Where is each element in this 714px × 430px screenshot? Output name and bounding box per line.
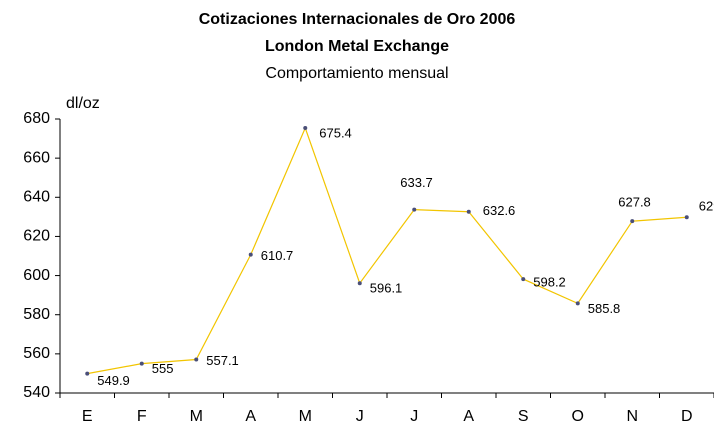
- x-tick-label: S: [518, 408, 529, 425]
- line: [87, 126, 687, 375]
- data-label: 675.4: [319, 125, 352, 140]
- data-label: 555: [152, 361, 174, 376]
- data-label: 627.8: [618, 195, 651, 210]
- chart-subtitle: Comportamiento mensual: [265, 65, 448, 82]
- marker: [630, 219, 635, 224]
- x-tick-label: M: [299, 408, 312, 425]
- data-label: 585.8: [588, 301, 621, 316]
- x-tick-label: J: [410, 408, 418, 425]
- x-tick-label: D: [681, 408, 693, 425]
- marker: [412, 207, 417, 212]
- marker: [521, 277, 526, 282]
- x-tick-label: J: [356, 408, 364, 425]
- data-label: 632.6: [483, 203, 516, 218]
- data-label: 633.7: [400, 175, 433, 190]
- y-tick-label: 540: [23, 384, 50, 401]
- chart-title: Cotizaciones Internacionales de Oro 2006: [199, 11, 516, 28]
- data-label: 596.1: [370, 281, 403, 296]
- x-tick-label: A: [245, 408, 256, 425]
- x-tick-label: A: [463, 408, 474, 425]
- marker: [357, 281, 362, 286]
- x-tick-label: N: [626, 408, 638, 425]
- y-axis-label: dl/oz: [66, 95, 100, 112]
- marker: [575, 301, 580, 306]
- data-label: 598.2: [533, 275, 566, 290]
- data-label: 610.7: [261, 248, 294, 263]
- marker: [303, 126, 308, 131]
- y-tick-label: 620: [23, 228, 50, 245]
- marker: [194, 357, 199, 362]
- y-tick-label: 560: [23, 345, 50, 362]
- y-tick-label: 580: [23, 306, 50, 323]
- data-label: 549.9: [97, 373, 130, 388]
- marker: [85, 371, 90, 376]
- x-tick-label: E: [82, 408, 93, 425]
- data-label: 629.8: [699, 199, 714, 214]
- marker: [684, 215, 689, 220]
- x-tick-label: F: [137, 408, 147, 425]
- y-tick-label: 680: [23, 110, 50, 127]
- y-tick-label: 660: [23, 149, 50, 166]
- y-tick-label: 600: [23, 267, 50, 284]
- marker: [139, 361, 144, 366]
- marker: [466, 209, 471, 214]
- x-tick-label: O: [572, 408, 584, 425]
- y-tick-label: 640: [23, 189, 50, 206]
- chart-subtitle: London Metal Exchange: [265, 38, 449, 55]
- x-tick-label: M: [190, 408, 203, 425]
- marker: [248, 252, 253, 257]
- data-label: 557.1: [206, 353, 239, 368]
